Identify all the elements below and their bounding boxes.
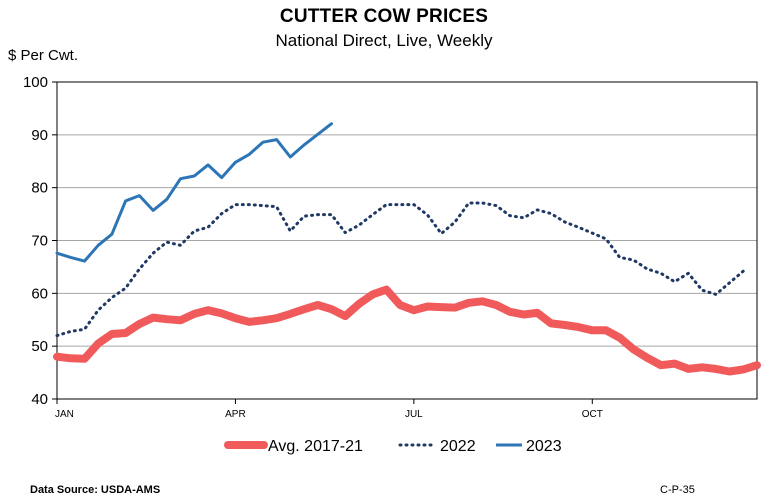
x-axis: JAN APR JUL OCT xyxy=(55,399,603,420)
chart-code: C-P-35 xyxy=(660,484,695,496)
y-tick-label: 50 xyxy=(31,338,48,355)
legend-label: Avg. 2017-21 xyxy=(268,438,363,455)
y-tick-label: 90 xyxy=(31,127,48,144)
legend-label: 2022 xyxy=(440,438,476,455)
series-line-2023 xyxy=(55,122,333,263)
gridlines xyxy=(57,134,757,347)
series-line-avg-2017-21 xyxy=(53,285,761,376)
y-tick-label: 60 xyxy=(31,285,48,302)
x-tick-label: OCT xyxy=(582,409,603,420)
y-tick-label: 80 xyxy=(31,180,48,197)
x-tick-label: APR xyxy=(225,409,246,420)
legend: Avg. 2017-21 2022 2023 xyxy=(224,438,562,455)
series-line-2022 xyxy=(55,201,745,338)
chart-subtitle: National Direct, Live, Weekly xyxy=(275,31,493,50)
x-tick-label: JAN xyxy=(55,409,74,420)
chart-title: CUTTER COW PRICES xyxy=(279,6,489,27)
x-tick-label: JUL xyxy=(405,409,423,420)
y-tick-label: 100 xyxy=(23,74,48,91)
y-tick-label: 40 xyxy=(31,391,48,408)
y-axis: 100 90 80 70 60 50 40 xyxy=(23,74,57,408)
legend-label: 2023 xyxy=(526,438,562,455)
y-tick-label: 70 xyxy=(31,233,48,250)
y-axis-label: $ Per Cwt. xyxy=(8,47,79,64)
data-source-note: Data Source: USDA-AMS xyxy=(30,484,161,496)
series-group xyxy=(53,122,761,376)
